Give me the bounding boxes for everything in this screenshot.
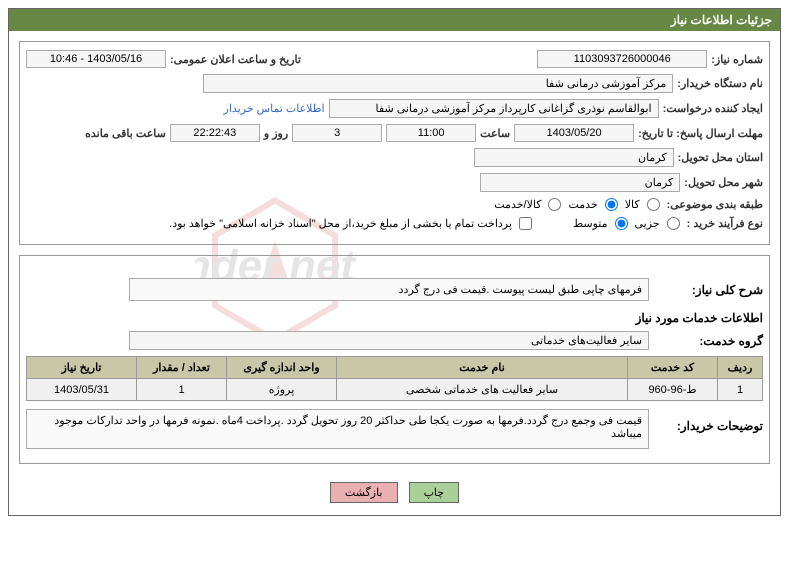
- treasury-checkbox[interactable]: [519, 217, 532, 230]
- th-date: تاریخ نیاز: [27, 357, 137, 379]
- services-info-label: اطلاعات خدمات مورد نیاز: [636, 311, 763, 325]
- remain-days-field: 3: [292, 124, 382, 142]
- delivery-province-field: کرمان: [474, 148, 674, 167]
- deadline-hour-field: 11:00: [386, 124, 476, 142]
- td-name: سایر فعالیت های خدماتی شخصی: [337, 379, 628, 401]
- cat-both-radio[interactable]: [548, 198, 561, 211]
- delivery-city-label: شهر محل تحویل:: [684, 176, 763, 189]
- pub-date-field: 1403/05/16 - 10:46: [26, 50, 166, 68]
- buyer-notes-text: قیمت فی وجمع درج گردد.فرمها به صورت یکجا…: [26, 409, 649, 449]
- req-num-field: 1103093726000046: [537, 50, 707, 68]
- th-code: کد خدمت: [628, 357, 718, 379]
- cat-khedmat-label: خدمت: [568, 198, 597, 211]
- services-section: شرح کلی نیاز: فرمهای چاپی طبق لیست پیوست…: [19, 255, 770, 464]
- panel-title: جزئیات اطلاعات نیاز: [9, 9, 780, 31]
- buyer-contact-link[interactable]: اطلاعات تماس خریدار: [224, 102, 325, 115]
- details-panel: جزئیات اطلاعات نیاز شماره نیاز: 11030937…: [8, 8, 781, 516]
- buttons-row: چاپ بازگشت: [19, 474, 770, 505]
- remain-day-label: روز و: [264, 127, 288, 140]
- print-button[interactable]: چاپ: [409, 482, 460, 503]
- td-code: ط-96-960: [628, 379, 718, 401]
- creator-label: ایجاد کننده درخواست:: [663, 102, 763, 115]
- remain-hour-label: ساعت باقی مانده: [85, 127, 166, 140]
- back-button[interactable]: بازگشت: [330, 482, 398, 503]
- cat-both-label: کالا/خدمت: [494, 198, 541, 211]
- purchase-type-label: نوع فرآیند خرید :: [687, 217, 763, 230]
- delivery-province-label: استان محل تحویل:: [678, 151, 763, 164]
- td-unit: پروژه: [227, 379, 337, 401]
- category-label: طبقه بندی موضوعی:: [667, 198, 763, 211]
- creator-field: ابوالقاسم نوذری گزاغانی کارپرداز مرکز آم…: [329, 99, 659, 118]
- buyer-notes-label: توضیحات خریدار:: [653, 409, 763, 433]
- basic-info-section: شماره نیاز: 1103093726000046 تاریخ و ساع…: [19, 41, 770, 245]
- deadline-label: مهلت ارسال پاسخ: تا تاریخ:: [638, 127, 763, 140]
- services-table: ردیف کد خدمت نام خدمت واحد اندازه گیری ت…: [26, 356, 763, 401]
- pt-partial-label: جزیی: [635, 217, 660, 230]
- pt-partial-radio[interactable]: [667, 217, 680, 230]
- remain-time-field: 22:22:43: [170, 124, 260, 142]
- th-qty: تعداد / مقدار: [137, 357, 227, 379]
- td-qty: 1: [137, 379, 227, 401]
- th-row: ردیف: [718, 357, 763, 379]
- cat-kala-label: کالا: [625, 198, 640, 211]
- cat-khedmat-radio[interactable]: [605, 198, 618, 211]
- td-row: 1: [718, 379, 763, 401]
- td-date: 1403/05/31: [27, 379, 137, 401]
- treasury-note-label: پرداخت تمام یا بخشی از مبلغ خرید،از محل …: [169, 217, 512, 230]
- overview-label: شرح کلی نیاز:: [653, 283, 763, 297]
- pt-medium-radio[interactable]: [615, 217, 628, 230]
- th-name: نام خدمت: [337, 357, 628, 379]
- deadline-hour-label: ساعت: [480, 127, 510, 140]
- delivery-city-field: کرمان: [480, 173, 680, 192]
- service-group-field: سایر فعالیت‌های خدماتی: [129, 331, 649, 350]
- buyer-org-field: مرکز آموزشی درمانی شفا: [203, 74, 673, 93]
- cat-kala-radio[interactable]: [647, 198, 660, 211]
- table-row: 1 ط-96-960 سایر فعالیت های خدماتی شخصی پ…: [27, 379, 763, 401]
- buyer-org-label: نام دستگاه خریدار:: [677, 77, 763, 90]
- pt-medium-label: متوسط: [573, 217, 608, 230]
- deadline-date-field: 1403/05/20: [514, 124, 634, 142]
- pub-date-label: تاریخ و ساعت اعلان عمومی:: [170, 53, 301, 66]
- th-unit: واحد اندازه گیری: [227, 357, 337, 379]
- req-num-label: شماره نیاز:: [711, 53, 763, 66]
- overview-text: فرمهای چاپی طبق لیست پیوست .قیمت فی درج …: [129, 278, 649, 301]
- service-group-label: گروه خدمت:: [653, 334, 763, 348]
